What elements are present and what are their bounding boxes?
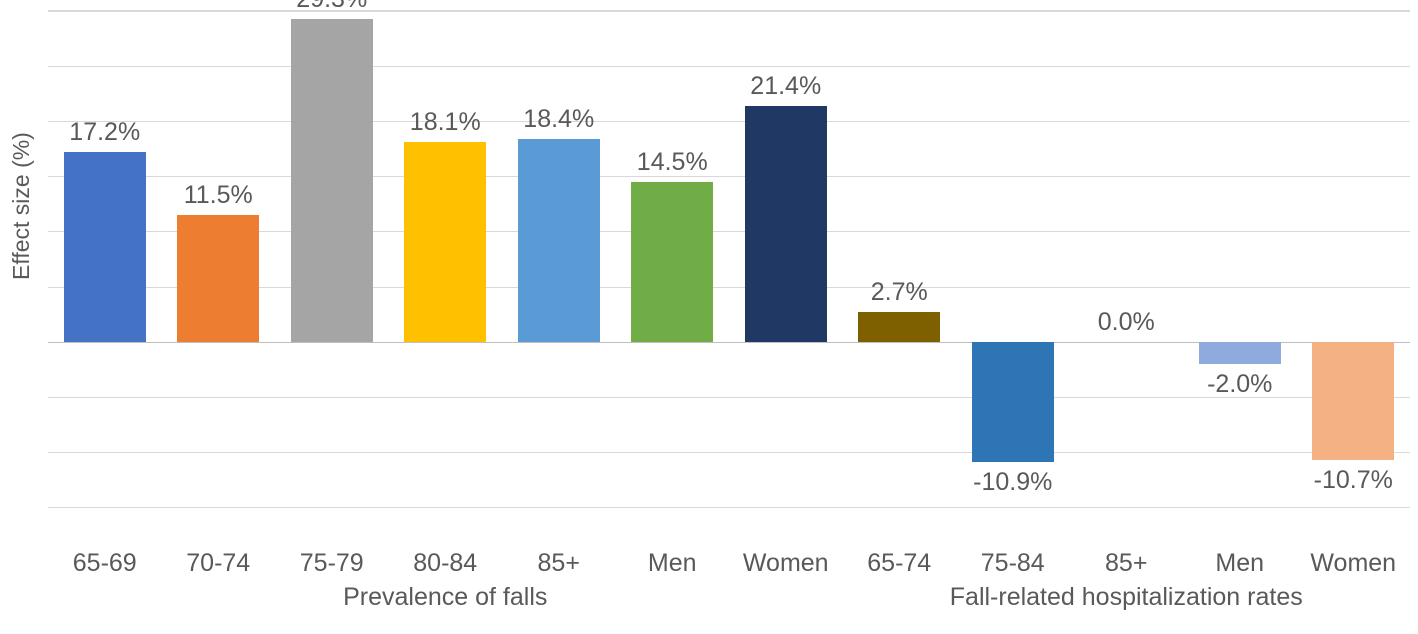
gridline	[48, 507, 1410, 508]
bar-value-label: 0.0%	[1070, 308, 1184, 337]
category-label: 85+	[1070, 549, 1184, 578]
bar	[745, 106, 827, 342]
bar	[858, 312, 940, 342]
category-label: 75-79	[275, 549, 389, 578]
category-label: Men	[1183, 549, 1297, 578]
bar	[972, 342, 1054, 462]
gridline	[48, 452, 1410, 453]
category-label: 65-69	[48, 549, 162, 578]
category-label: 85+	[502, 549, 616, 578]
gridline	[48, 176, 1410, 177]
gridline	[48, 66, 1410, 67]
bar-value-label: -2.0%	[1183, 370, 1297, 399]
bar	[64, 152, 146, 342]
bar	[177, 215, 259, 342]
category-label: 65-74	[843, 549, 957, 578]
effect-size-chart: Effect size (%) 17.2%65-6911.5%70-7429.3…	[0, 0, 1418, 634]
bar-value-label: -10.9%	[956, 468, 1070, 497]
category-label: Men	[616, 549, 730, 578]
gridline	[48, 11, 1410, 12]
plot-area: 17.2%65-6911.5%70-7429.3%75-7918.1%80-84…	[48, 10, 1410, 506]
bar-value-label: -10.7%	[1297, 466, 1411, 495]
bar-value-label: 21.4%	[729, 72, 843, 101]
category-label: Women	[1297, 549, 1411, 578]
bar-value-label: 18.4%	[502, 105, 616, 134]
group-label: Prevalence of falls	[48, 583, 843, 612]
bar-value-label: 14.5%	[616, 148, 730, 177]
y-axis-label: Effect size (%)	[8, 132, 35, 280]
group-label: Fall-related hospitalization rates	[843, 583, 1411, 612]
category-label: Women	[729, 549, 843, 578]
bar	[518, 139, 600, 342]
bar	[404, 142, 486, 342]
bar-value-label: 2.7%	[843, 278, 957, 307]
bar	[631, 182, 713, 342]
bar	[291, 19, 373, 342]
bar	[1312, 342, 1394, 460]
bar	[1199, 342, 1281, 364]
bar-value-label: 11.5%	[162, 181, 276, 210]
category-label: 75-84	[956, 549, 1070, 578]
bar-value-label: 17.2%	[48, 118, 162, 147]
bar-value-label: 29.3%	[275, 0, 389, 14]
gridline	[48, 121, 1410, 122]
category-label: 80-84	[389, 549, 503, 578]
bar-value-label: 18.1%	[389, 108, 503, 137]
category-label: 70-74	[162, 549, 276, 578]
